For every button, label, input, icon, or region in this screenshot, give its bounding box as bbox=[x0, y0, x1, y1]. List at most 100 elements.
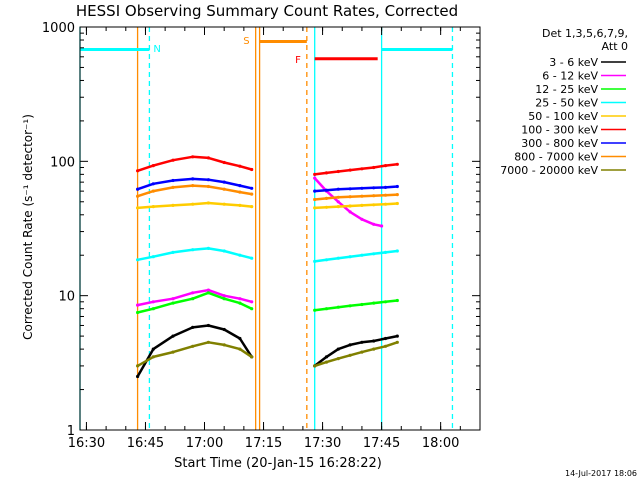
series-6-point bbox=[171, 178, 175, 183]
series-2-point bbox=[136, 310, 140, 315]
series-6-point bbox=[238, 184, 242, 188]
series-0-point bbox=[238, 336, 242, 341]
series-2-point bbox=[395, 298, 399, 303]
series-5-point bbox=[313, 172, 317, 176]
series-3-point bbox=[206, 246, 210, 250]
series-8-point bbox=[372, 347, 376, 351]
y-tick-label: 100 bbox=[50, 155, 75, 170]
series-4-point bbox=[171, 203, 175, 207]
series-3-point bbox=[238, 253, 242, 257]
series-8-point bbox=[336, 357, 340, 361]
series-6-segment2 bbox=[314, 185, 398, 193]
series-6-point bbox=[348, 187, 352, 191]
series-5-point bbox=[324, 171, 329, 175]
y-tick-label: 1000 bbox=[42, 21, 75, 36]
series-2-point bbox=[222, 297, 226, 301]
series-3-point bbox=[171, 250, 175, 254]
series-8-segment1 bbox=[136, 341, 253, 367]
series-5-segment1 bbox=[137, 155, 253, 172]
series-5-point bbox=[348, 168, 352, 172]
series-3-point bbox=[372, 252, 376, 256]
series-2-point bbox=[206, 291, 210, 295]
series-7-point bbox=[336, 195, 340, 199]
series-0-point bbox=[324, 355, 329, 359]
series-8-point bbox=[206, 340, 210, 344]
series-1-point bbox=[348, 210, 352, 214]
series-6-point bbox=[336, 187, 340, 191]
series-4-point bbox=[151, 205, 155, 209]
series-5-segment2 bbox=[314, 163, 398, 176]
series-5-point bbox=[191, 155, 195, 159]
series-2-point bbox=[348, 304, 352, 308]
series-8-point bbox=[151, 355, 155, 359]
series-8-point bbox=[395, 340, 399, 344]
x-axis-label: Start Time (20-Jan-15 16:28:22) bbox=[174, 456, 382, 471]
x-tick-label: 17:00 bbox=[186, 436, 223, 451]
series-2-point bbox=[250, 307, 254, 311]
series-0-point bbox=[171, 334, 175, 338]
series-1-point bbox=[191, 291, 195, 295]
series-0-point bbox=[360, 340, 364, 344]
series-1-point bbox=[171, 297, 175, 301]
series-3-point bbox=[191, 248, 195, 252]
series-5-point bbox=[360, 167, 364, 171]
series-7-point bbox=[360, 194, 364, 198]
series-1-point bbox=[336, 200, 340, 204]
series-2-point bbox=[151, 307, 155, 311]
plot-area: N S F bbox=[79, 27, 454, 430]
series-5-point bbox=[238, 164, 242, 168]
marker-n: N bbox=[153, 44, 160, 55]
series-4-segment2 bbox=[314, 202, 398, 210]
legend-label: 50 - 100 keV bbox=[528, 110, 598, 123]
series-2-point bbox=[372, 301, 376, 305]
series-0-point bbox=[383, 336, 388, 341]
series-6-point bbox=[151, 182, 155, 186]
series-3-point bbox=[313, 259, 317, 263]
x-tick-label: 17:30 bbox=[304, 436, 341, 451]
series-8-point bbox=[313, 364, 317, 368]
series-3-point bbox=[360, 253, 364, 257]
series-7-point bbox=[313, 197, 317, 202]
series-0-point bbox=[136, 374, 140, 379]
series-2-segment1 bbox=[137, 291, 253, 314]
series-3-point bbox=[222, 249, 226, 253]
series-7-point bbox=[136, 194, 140, 198]
series-4-point bbox=[348, 204, 352, 208]
x-tick-label: 18:00 bbox=[422, 436, 459, 451]
series-3-segment1 bbox=[137, 247, 253, 262]
series-0-point bbox=[222, 327, 226, 332]
series-7-segment1 bbox=[137, 184, 252, 198]
marker-s: S bbox=[243, 36, 249, 47]
legend-label: 12 - 25 keV bbox=[535, 83, 598, 96]
series-5-point bbox=[372, 165, 376, 170]
series-1-point bbox=[372, 222, 376, 226]
series-1-segment2 bbox=[313, 177, 382, 228]
series-6-point bbox=[222, 180, 226, 184]
series-1-point bbox=[206, 288, 210, 292]
series-4-point bbox=[395, 201, 399, 206]
legend-label: 100 - 300 keV bbox=[521, 124, 598, 137]
legend-label: 3 - 6 keV bbox=[549, 56, 598, 69]
series-5-point bbox=[250, 167, 254, 172]
series-8-point bbox=[348, 353, 352, 357]
series-2-point bbox=[360, 302, 364, 307]
series-0-point bbox=[395, 334, 399, 338]
series-5-point bbox=[136, 169, 140, 173]
series-4-point bbox=[136, 206, 140, 210]
axes: 16:30 16:45 17:00 17:15 17:30 17:45 18:00 1 10 10… bbox=[42, 21, 481, 451]
series-6-point bbox=[383, 185, 388, 189]
plot-frame bbox=[79, 26, 481, 431]
series-8-point bbox=[238, 347, 242, 351]
series-5-point bbox=[206, 156, 210, 160]
series-6-point bbox=[395, 184, 399, 189]
x-tick-label: 16:45 bbox=[127, 436, 164, 451]
series-2-segment2 bbox=[314, 299, 398, 312]
series-2-point bbox=[171, 301, 175, 305]
series-7-point bbox=[191, 184, 195, 188]
series-7-point bbox=[372, 194, 376, 198]
series-1-point bbox=[313, 176, 317, 180]
series-2-point bbox=[336, 305, 340, 309]
series-5-point bbox=[171, 158, 175, 162]
y-tick-label: 1 bbox=[67, 424, 75, 439]
series-6-point bbox=[313, 189, 317, 193]
